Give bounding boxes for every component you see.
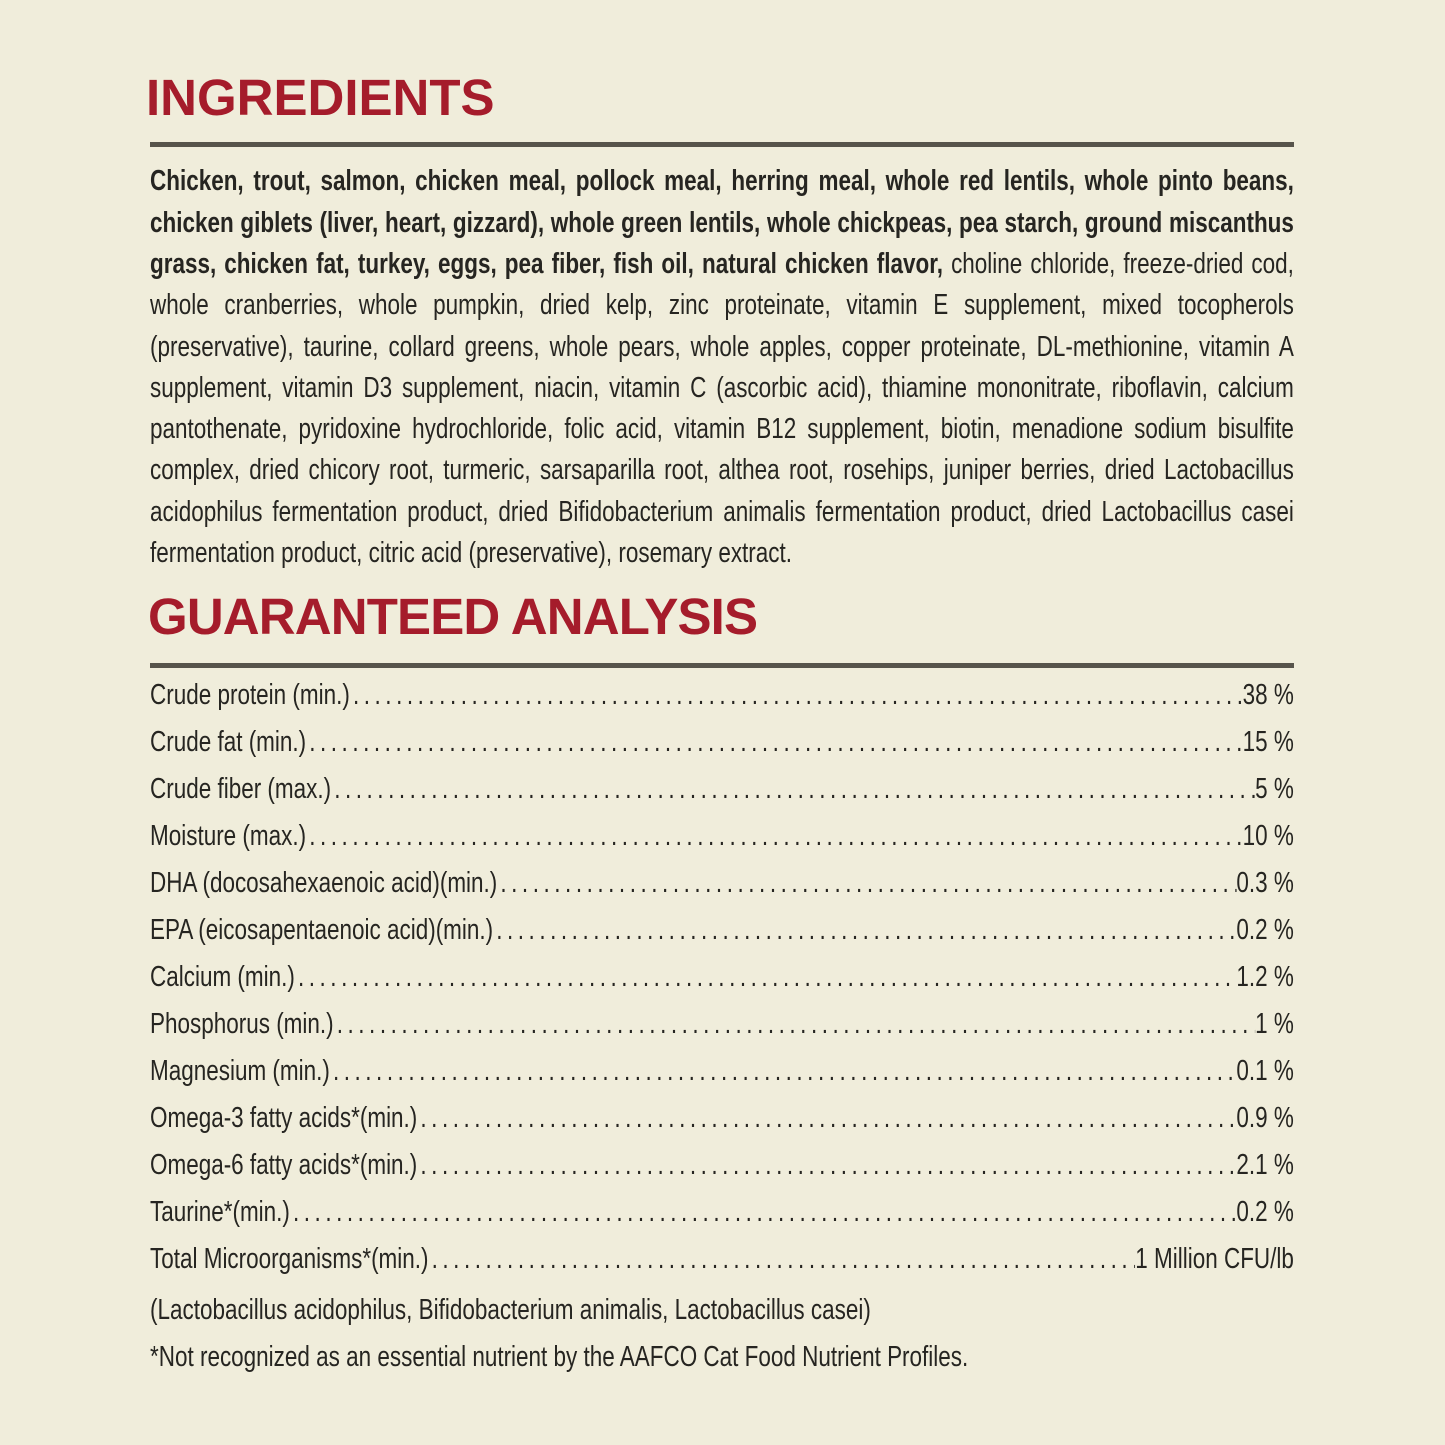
analysis-row: Crude fiber (max.)......................…: [150, 766, 1294, 813]
ingredients-line: pantothenate, pyridoxine hydrochloride, …: [150, 413, 1294, 446]
analysis-row: Taurine*(min.)..........................…: [150, 1189, 1294, 1236]
dot-leader: ........................................…: [334, 773, 1255, 806]
guaranteed-analysis-table: Crude protein (min.)....................…: [150, 672, 1294, 1381]
dot-leader: ........................................…: [420, 1149, 1236, 1182]
analysis-row: Moisture (max.).........................…: [150, 813, 1294, 860]
dot-leader: ........................................…: [431, 1243, 1136, 1276]
analysis-footnote: *Not recognized as an essential nutrient…: [150, 1341, 969, 1374]
dot-leader: ........................................…: [500, 867, 1236, 900]
ingredients-paragraph: Chicken, trout, salmon, chicken meal, po…: [150, 161, 1294, 574]
analysis-row: Omega-3 fatty acids*(min.)..............…: [150, 1095, 1294, 1142]
analysis-row: Calcium (min.)..........................…: [150, 954, 1294, 1001]
ingredients-heading: INGREDIENTS: [146, 68, 495, 126]
analysis-row: Omega-6 fatty acids*(min.)..............…: [150, 1142, 1294, 1189]
ingredients-line: chicken giblets (liver, heart, gizzard),…: [150, 206, 1294, 239]
analysis-row: Phosphorus (min.).......................…: [150, 1001, 1294, 1048]
analysis-row: DHA (docosahexaenoic acid)(min.)........…: [150, 860, 1294, 907]
guaranteed-analysis-divider: [150, 663, 1294, 668]
dot-leader: ........................................…: [309, 820, 1242, 853]
ingredients-line: (preservative), taurine, collard greens,…: [150, 330, 1294, 363]
ingredients-divider: [150, 142, 1294, 147]
dot-leader: ........................................…: [309, 726, 1242, 759]
ingredients-line: complex, dried chicory root, turmeric, s…: [150, 454, 1294, 487]
analysis-row: Total Microorganisms*(min.).............…: [150, 1236, 1294, 1283]
ingredients-line: grass, chicken fat, turkey, eggs, pea fi…: [150, 247, 1294, 280]
dot-leader: ........................................…: [297, 961, 1237, 994]
dot-leader: ........................................…: [352, 679, 1243, 712]
ingredients-line: Chicken, trout, salmon, chicken meal, po…: [150, 165, 1294, 198]
dot-leader: ........................................…: [420, 1102, 1236, 1135]
dot-leader: ........................................…: [336, 1008, 1255, 1041]
ingredients-line: whole cranberries, whole pumpkin, dried …: [150, 289, 1294, 322]
guaranteed-analysis-heading: GUARANTEED ANALYSIS: [148, 588, 758, 646]
dot-leader: ........................................…: [332, 1055, 1237, 1088]
analysis-row: Magnesium (min.)........................…: [150, 1048, 1294, 1095]
analysis-row: Crude fat (min.)........................…: [150, 719, 1294, 766]
dot-leader: ........................................…: [496, 914, 1236, 947]
analysis-note: (Lactobacillus acidophilus, Bifidobacter…: [150, 1294, 871, 1327]
analysis-row: Crude protein (min.)....................…: [150, 672, 1294, 719]
ingredients-line: fermentation product, citric acid (prese…: [150, 537, 793, 570]
ingredients-line: supplement, vitamin D3 supplement, niaci…: [150, 371, 1294, 404]
dot-leader: ........................................…: [292, 1196, 1237, 1229]
ingredients-line: acidophilus fermentation product, dried …: [150, 495, 1294, 528]
analysis-row: EPA (eicosapentaenoic acid)(min.).......…: [150, 907, 1294, 954]
